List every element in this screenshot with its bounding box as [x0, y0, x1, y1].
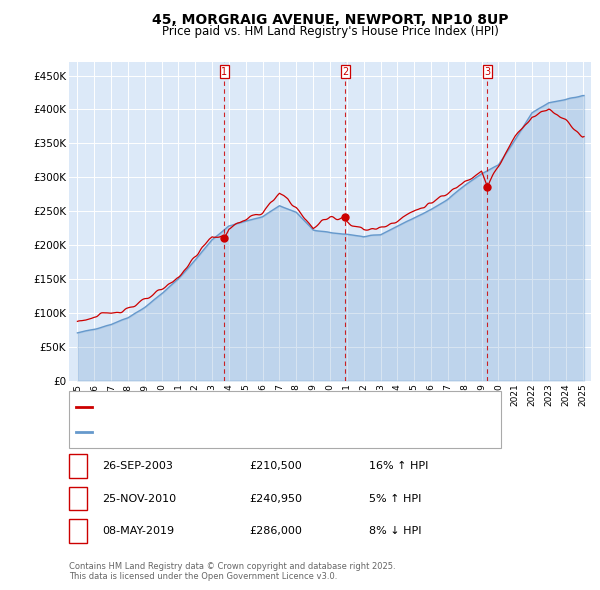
Text: 5% ↑ HPI: 5% ↑ HPI	[369, 494, 421, 503]
Text: 3: 3	[74, 526, 82, 536]
Text: 1: 1	[74, 461, 82, 471]
Text: 3: 3	[484, 67, 491, 77]
Text: 8% ↓ HPI: 8% ↓ HPI	[369, 526, 421, 536]
Text: 1: 1	[221, 67, 227, 77]
Text: HPI: Average price, detached house, Newport: HPI: Average price, detached house, Newp…	[95, 427, 321, 437]
Text: 2: 2	[74, 494, 82, 503]
Text: 45, MORGRAIG AVENUE, NEWPORT, NP10 8UP (detached house): 45, MORGRAIG AVENUE, NEWPORT, NP10 8UP (…	[95, 402, 414, 412]
Text: 25-NOV-2010: 25-NOV-2010	[102, 494, 176, 503]
Text: £210,500: £210,500	[249, 461, 302, 471]
Text: 08-MAY-2019: 08-MAY-2019	[102, 526, 174, 536]
Text: Price paid vs. HM Land Registry's House Price Index (HPI): Price paid vs. HM Land Registry's House …	[161, 25, 499, 38]
Text: 2: 2	[342, 67, 348, 77]
Text: £286,000: £286,000	[249, 526, 302, 536]
Text: 26-SEP-2003: 26-SEP-2003	[102, 461, 173, 471]
Text: Contains HM Land Registry data © Crown copyright and database right 2025.
This d: Contains HM Land Registry data © Crown c…	[69, 562, 395, 581]
Text: £240,950: £240,950	[249, 494, 302, 503]
Text: 16% ↑ HPI: 16% ↑ HPI	[369, 461, 428, 471]
Text: 45, MORGRAIG AVENUE, NEWPORT, NP10 8UP: 45, MORGRAIG AVENUE, NEWPORT, NP10 8UP	[152, 13, 508, 27]
